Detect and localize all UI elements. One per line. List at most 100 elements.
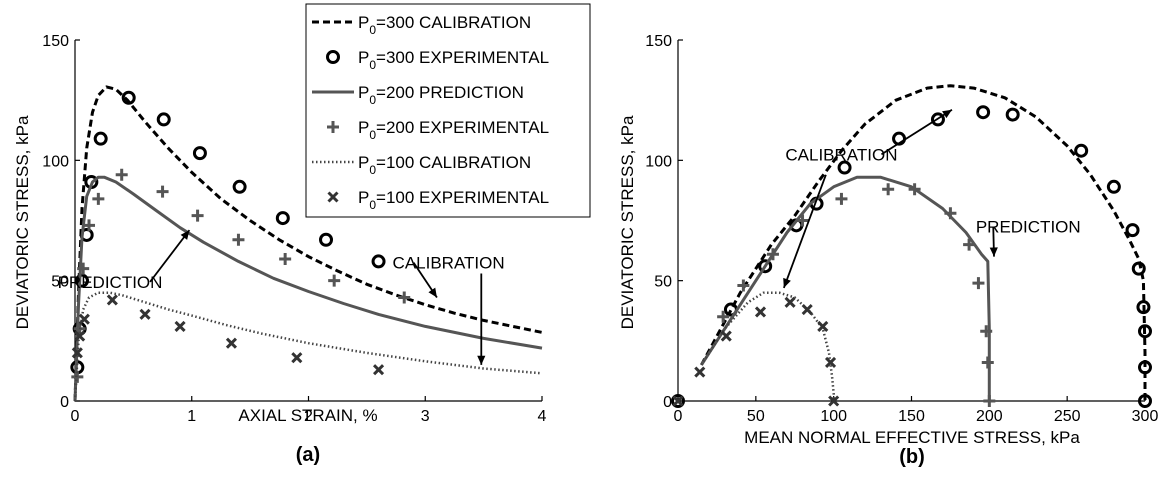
series-1-marker	[837, 160, 852, 175]
series-1-marker	[758, 259, 773, 274]
x-tick-label: 0	[71, 408, 80, 425]
series-0-line	[73, 85, 543, 402]
series-4-line	[73, 291, 543, 402]
x-tick-label: 4	[538, 408, 547, 425]
legend-item: P0=100 CALIBRATION	[312, 153, 531, 177]
series-2-line	[700, 175, 991, 401]
series-3-marker	[737, 279, 750, 292]
series-3-marker	[232, 233, 245, 246]
series-2-line	[73, 175, 543, 402]
y-tick-label: 50	[654, 274, 672, 291]
x-tick-label: 200	[976, 408, 1003, 425]
x-tick-label: 150	[898, 408, 925, 425]
legend-swatch	[327, 121, 339, 133]
series-1-marker	[156, 112, 171, 127]
annotation-arrow	[783, 174, 827, 289]
series-3-marker	[328, 274, 341, 287]
series-5-marker	[291, 352, 303, 364]
series-1-marker	[319, 232, 334, 247]
legend-item: P0=300 EXPERIMENTAL	[326, 48, 549, 72]
series-5-marker	[720, 330, 732, 342]
series-1-marker	[75, 273, 90, 288]
legend-swatch	[326, 50, 340, 64]
series-3-marker	[156, 185, 169, 198]
annotation-arrow	[149, 229, 191, 283]
series-5-marker	[817, 320, 829, 332]
series-5-marker	[174, 320, 186, 332]
series-5-marker	[754, 306, 767, 318]
x-tick-label: 0	[674, 408, 683, 425]
series-5-marker	[74, 330, 86, 342]
legend-text: P0=300 EXPERIMENTAL	[358, 48, 549, 72]
x-tick-label: 3	[421, 408, 430, 425]
series-1-marker	[1005, 107, 1020, 122]
series-1-marker	[1136, 300, 1151, 315]
series-1-marker	[1106, 179, 1121, 194]
series-5-marker	[784, 296, 796, 308]
legend-item: P0=200 PREDICTION	[312, 83, 524, 107]
y-axis-label: DEVIATORIC STRESS, kPa	[618, 115, 637, 329]
series-3-marker	[115, 168, 128, 181]
series-1-marker	[976, 105, 991, 120]
panel-label: (a)	[296, 444, 320, 466]
annotation-label: CALIBRATION	[393, 254, 505, 273]
annotation-arrow	[880, 109, 953, 156]
y-tick-label: 100	[42, 153, 69, 170]
annotation-arrow	[477, 273, 486, 365]
y-tick-label: 150	[645, 33, 672, 50]
y-tick-label: 50	[51, 274, 69, 291]
series-1-marker	[371, 254, 386, 269]
annotation-label: PREDICTION	[58, 273, 163, 292]
series-5-marker	[828, 395, 840, 407]
y-tick-label: 100	[645, 153, 672, 170]
series-5-marker	[372, 364, 385, 376]
series-1-marker	[1074, 143, 1089, 158]
y-tick-label: 0	[60, 394, 69, 411]
legend-item: P0=300 CALIBRATION	[312, 13, 531, 37]
series-3-marker	[398, 291, 411, 304]
x-tick-label: 50	[747, 408, 765, 425]
series-3-marker	[882, 183, 895, 196]
legend-item: P0=200 EXPERIMENTAL	[327, 118, 549, 142]
legend-text: P0=200 PREDICTION	[358, 83, 524, 107]
series-5-marker	[824, 356, 837, 369]
panel-b: 0 50 100 150 200 250 300 0 50 100 150 MEAN NORMAL E…	[618, 33, 1158, 468]
series-3-marker	[77, 262, 90, 275]
series-3-marker	[944, 207, 957, 220]
x-tick-label: 1	[187, 408, 196, 425]
series-1-marker	[1138, 360, 1152, 375]
series-5-marker	[71, 347, 83, 359]
series-1-marker	[192, 146, 207, 161]
series-1-marker	[93, 131, 108, 146]
legend-swatch	[327, 191, 339, 203]
series-3-marker	[983, 395, 996, 407]
series-3-marker	[835, 192, 848, 205]
y-tick-label: 0	[663, 394, 672, 411]
series-1-marker	[1138, 394, 1152, 408]
x-tick-label: 250	[1054, 408, 1081, 425]
series-3-marker	[279, 253, 292, 266]
series-3-marker	[92, 192, 105, 205]
series-3-marker	[980, 325, 993, 338]
series-5-marker	[225, 337, 238, 349]
legend-text: P0=200 EXPERIMENTAL	[358, 118, 549, 142]
legend: P0=300 CALIBRATION P0=300 EXPERIMENTAL P0=…	[305, 3, 591, 218]
series-3-marker	[83, 219, 96, 232]
series-3-marker	[796, 214, 809, 227]
annotation-label: CALIBRATION	[785, 145, 897, 164]
series-1-marker	[1131, 261, 1146, 276]
series-4-line	[700, 291, 835, 401]
x-axis-label: AXIAL STRAIN, %	[238, 406, 377, 425]
series-3-marker	[972, 277, 985, 290]
series-1-marker	[1125, 223, 1140, 238]
legend-text: P0=300 CALIBRATION	[358, 13, 531, 37]
panel-label: (b)	[899, 446, 925, 468]
series-3-marker	[191, 209, 204, 222]
x-tick-label: 300	[1132, 408, 1159, 425]
y-tick-label: 150	[42, 33, 69, 50]
x-tick-label: 2	[304, 408, 313, 425]
panel-a: 0 1 2 3 4 0 50 100 150 AXIAL STRAIN, % DEVIATORIC …	[13, 3, 591, 466]
series-5-marker	[672, 395, 684, 407]
series-3-marker	[981, 356, 994, 369]
